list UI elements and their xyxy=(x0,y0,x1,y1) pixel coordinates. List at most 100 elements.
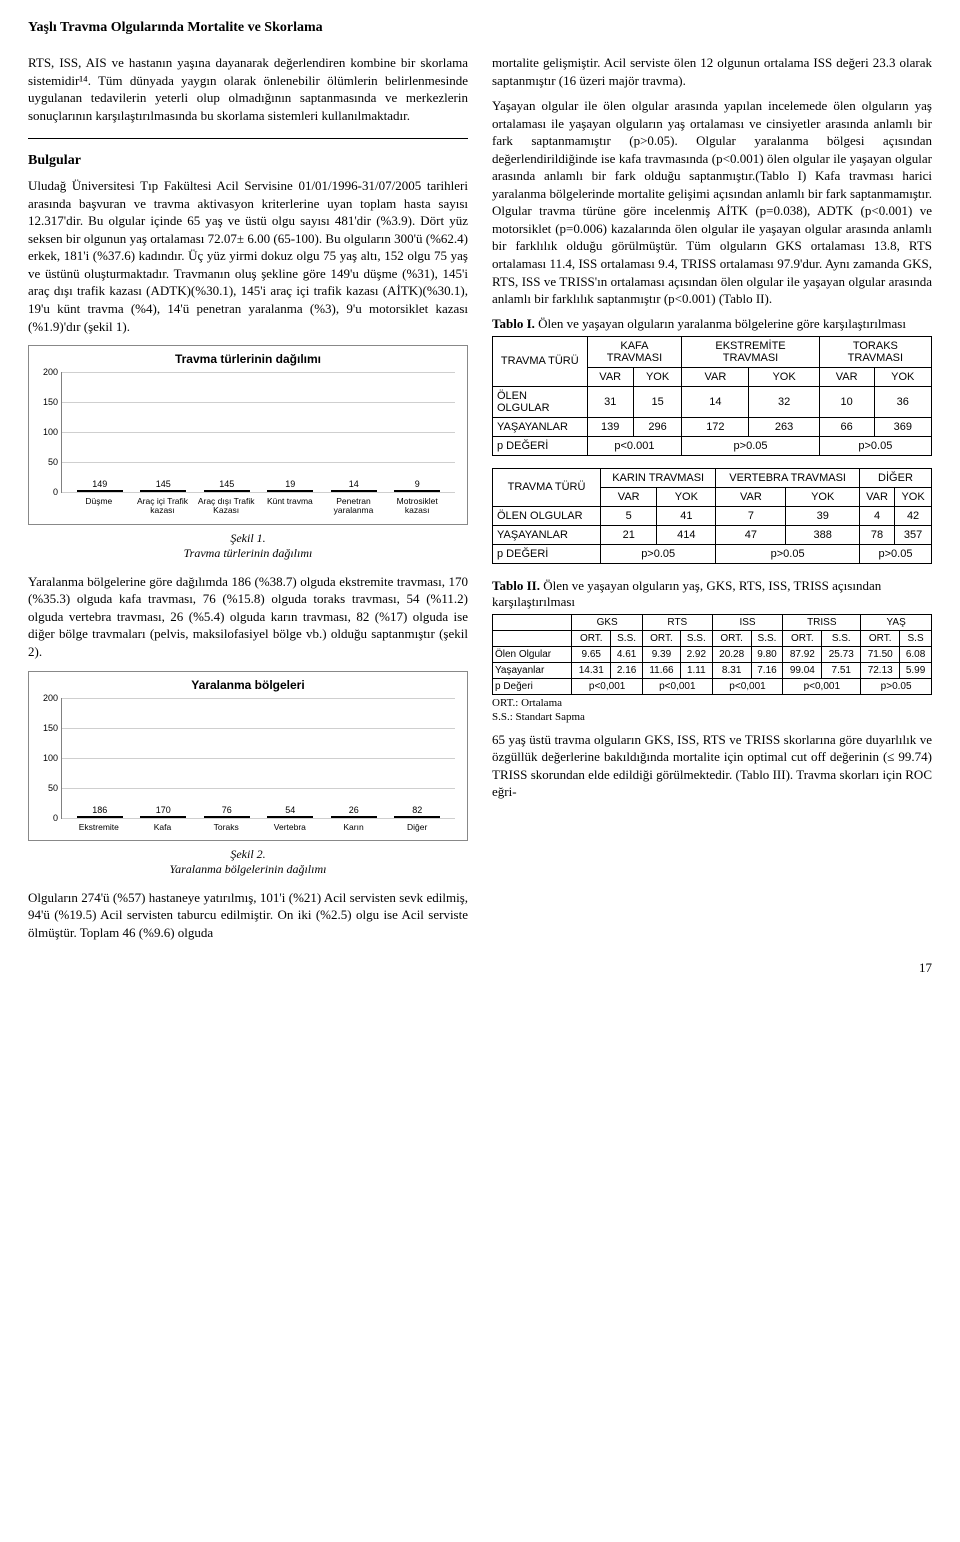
chart-y-tick: 100 xyxy=(38,753,58,763)
t2-r2-2: 2.16 xyxy=(611,662,643,678)
chart-bar xyxy=(267,490,313,492)
chart-x-label: Toraks xyxy=(194,823,258,832)
figure-2-label: Şekil 2. xyxy=(230,847,265,861)
t1a-sub-1: YOK xyxy=(633,367,681,386)
right-p2: Yaşayan olgular ile ölen olgular arasınd… xyxy=(492,97,932,308)
t1a-r3-1: p<0.001 xyxy=(587,436,682,455)
t2-top-4: TRISS xyxy=(783,614,861,630)
chart-x-label: Araç dışı Trafik Kazası xyxy=(194,497,258,516)
t1a-r3-h: p DEĞERİ xyxy=(493,436,588,455)
t1a-sub-4: VAR xyxy=(819,367,874,386)
t2-r2-10: 5.99 xyxy=(900,662,932,678)
chart-x-label: Penetran yaralanma xyxy=(322,497,386,516)
section-separator xyxy=(28,138,468,139)
t2-sub-2: S.S. xyxy=(611,630,643,646)
table-2-footnote-1: ORT.: Ortalama xyxy=(492,697,932,709)
t1a-r3-2: p>0.05 xyxy=(682,436,819,455)
t1b-r1-3: 7 xyxy=(716,506,786,525)
chart-bar xyxy=(394,816,440,818)
t1b-sub-4: VAR xyxy=(859,487,894,506)
table-1-caption-bold: Tablo I. xyxy=(492,316,535,331)
t1a-r1-2: 15 xyxy=(633,386,681,417)
t2-sub-10: S.S xyxy=(900,630,932,646)
t1a-r2-2: 296 xyxy=(633,417,681,436)
t2-top-5: YAŞ xyxy=(861,614,932,630)
t2-sub-8: S.S. xyxy=(822,630,861,646)
right-p1: mortalite gelişmiştir. Acil serviste öle… xyxy=(492,54,932,89)
t2-sub-1: ORT. xyxy=(572,630,611,646)
t1a-sub-2: VAR xyxy=(682,367,749,386)
t1b-sub-3: YOK xyxy=(786,487,859,506)
t1a-r2-6: 369 xyxy=(874,417,931,436)
t2-r1-7: 87.92 xyxy=(783,646,822,662)
t2-r3-4: p<0,001 xyxy=(783,678,861,694)
chart-bar-value: 9 xyxy=(415,479,420,489)
chart-x-label: Ekstremite xyxy=(67,823,131,832)
chart-bar-value: 149 xyxy=(92,479,107,489)
t1b-r3-1: p>0.05 xyxy=(601,544,716,563)
chart-x-label: Diğer xyxy=(385,823,449,832)
t2-r2-5: 8.31 xyxy=(712,662,751,678)
chart-y-tick: 150 xyxy=(38,723,58,733)
chart-x-label: Araç içi Trafik kazası xyxy=(131,497,195,516)
t2-r2-4: 1.11 xyxy=(680,662,712,678)
t1b-r1-h: ÖLEN OLGULAR xyxy=(493,506,601,525)
chart-1-x-labels: DüşmeAraç içi Trafik kazasıAraç dışı Tra… xyxy=(61,497,455,516)
figure-2-text: Yaralanma bölgelerinin dağılımı xyxy=(170,862,327,876)
chart-y-tick: 200 xyxy=(38,693,58,703)
t2-top-3: ISS xyxy=(712,614,783,630)
t1a-sub-3: YOK xyxy=(749,367,819,386)
t1b-sub-5: YOK xyxy=(895,487,932,506)
chart-bar-value: 19 xyxy=(285,479,295,489)
t2-sub-6: S.S. xyxy=(751,630,783,646)
table-2-footnote-2: S.S.: Standart Sapma xyxy=(492,711,932,723)
page-number: 17 xyxy=(28,960,932,976)
t1b-h-karin: KARIN TRAVMASI xyxy=(601,468,716,487)
chart-bar-value: 54 xyxy=(285,805,295,815)
table-1-caption-rest: Ölen ve yaşayan olguların yaralanma bölg… xyxy=(535,316,906,331)
t2-r1-3: 9.39 xyxy=(642,646,680,662)
t2-r1-10: 6.08 xyxy=(900,646,932,662)
chart-1-title: Travma türlerinin dağılımı xyxy=(35,352,461,366)
t1b-h-travma: TRAVMA TÜRÜ xyxy=(493,468,601,506)
t1a-sub-0: VAR xyxy=(587,367,633,386)
chart-bar-value: 26 xyxy=(349,805,359,815)
t2-r1-5: 20.28 xyxy=(712,646,751,662)
table-2-caption-rest: Ölen ve yaşayan olguların yaş, GKS, RTS,… xyxy=(492,578,881,609)
chart-bar-value: 186 xyxy=(92,805,107,815)
t2-r2-9: 72.13 xyxy=(861,662,900,678)
t1b-r1-2: 41 xyxy=(657,506,716,525)
table-1-caption: Tablo I. Ölen ve yaşayan olguların yaral… xyxy=(492,316,932,332)
t1b-r2-h: YAŞAYANLAR xyxy=(493,525,601,544)
t1b-r1-4: 39 xyxy=(786,506,859,525)
two-column-layout: RTS, ISS, AIS ve hastanın yaşına dayanar… xyxy=(28,54,932,950)
t2-r3-3: p<0,001 xyxy=(712,678,783,694)
chart-y-tick: 200 xyxy=(38,367,58,377)
t1a-r2-5: 66 xyxy=(819,417,874,436)
figure-2-caption: Şekil 2. Yaralanma bölgelerinin dağılımı xyxy=(28,847,468,877)
t2-r1-6: 9.80 xyxy=(751,646,783,662)
t2-r2-1: 14.31 xyxy=(572,662,611,678)
chart-x-label: Düşme xyxy=(67,497,131,516)
chart-y-tick: 0 xyxy=(38,813,58,823)
t1a-r1-6: 36 xyxy=(874,386,931,417)
table-1a: TRAVMA TÜRÜ KAFA TRAVMASI EKSTREMİTE TRA… xyxy=(492,336,932,456)
t2-top-1: GKS xyxy=(572,614,643,630)
t2-sub-9: ORT. xyxy=(861,630,900,646)
t1b-r2-4: 388 xyxy=(786,525,859,544)
chart-y-tick: 150 xyxy=(38,397,58,407)
left-p2: Uludağ Üniversitesi Tıp Fakültesi Acil S… xyxy=(28,177,468,335)
t2-r3-h: p Değeri xyxy=(493,678,572,694)
t2-sub-4: S.S. xyxy=(680,630,712,646)
t1b-r2-2: 414 xyxy=(657,525,716,544)
t1b-r2-1: 21 xyxy=(601,525,657,544)
chart-x-label: Motrosiklet kazası xyxy=(385,497,449,516)
table-2: GKS RTS ISS TRISS YAŞ ORT. S.S. ORT. S.S… xyxy=(492,614,932,695)
t2-sub-5: ORT. xyxy=(712,630,751,646)
t2-r2-h: Yaşayanlar xyxy=(493,662,572,678)
t1a-r1-h: ÖLEN OLGULAR xyxy=(493,386,588,417)
chart-2-title: Yaralanma bölgeleri xyxy=(35,678,461,692)
table-2-caption: Tablo II. Ölen ve yaşayan olguların yaş,… xyxy=(492,578,932,610)
t1b-r1-6: 42 xyxy=(895,506,932,525)
left-column: RTS, ISS, AIS ve hastanın yaşına dayanar… xyxy=(28,54,468,950)
